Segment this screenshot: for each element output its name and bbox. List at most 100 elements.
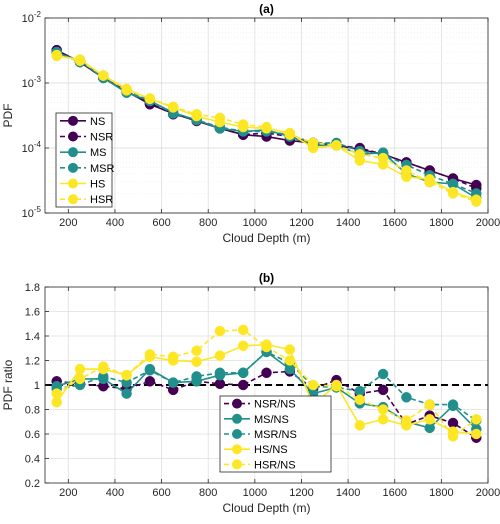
data-point: [447, 431, 459, 442]
data-point: [401, 165, 412, 176]
legend-item: NS: [60, 115, 105, 128]
legend-label: HSR/NS: [254, 459, 296, 471]
y-tick-label: 0.8: [25, 405, 40, 417]
data-point: [447, 188, 459, 199]
legend-item: HS/NS: [224, 444, 288, 456]
data-point: [144, 365, 156, 376]
legend-marker: [68, 131, 78, 142]
y-tick-label: 10-2: [22, 10, 42, 25]
legend-marker: [232, 413, 242, 424]
data-point: [447, 399, 459, 410]
x-tick-label: 1200: [289, 217, 313, 229]
data-point: [424, 399, 435, 410]
x-tick-label: 1400: [336, 487, 360, 499]
y-axis-label: PDF ratio: [1, 359, 15, 410]
y-tick-label: 0.6: [25, 429, 40, 441]
data-point: [191, 109, 202, 120]
y-tick-base: 10: [22, 143, 34, 155]
legend-label: MS/NS: [254, 414, 289, 426]
data-point: [98, 361, 109, 372]
data-point: [377, 414, 389, 425]
data-point: [261, 341, 272, 353]
axes-box: [44, 17, 489, 214]
y-tick-label: 1.4: [25, 331, 40, 343]
x-tick-label: 200: [59, 217, 77, 229]
data-point: [261, 121, 272, 133]
x-tick-label: 800: [199, 487, 217, 499]
data-point: [191, 371, 202, 382]
plot-area: [45, 18, 488, 213]
data-point: [424, 414, 435, 425]
x-tick-label: 1000: [243, 487, 267, 499]
y-tick-label: 0.2: [25, 478, 40, 490]
x-tick-label: 1600: [382, 487, 406, 499]
legend: NS NSR MS MSR HS HSR: [55, 112, 115, 208]
data-point: [424, 176, 435, 188]
legend-item: HS: [60, 178, 105, 191]
data-point: [377, 404, 389, 415]
data-point: [74, 55, 86, 66]
x-tick-label: 1800: [429, 487, 453, 499]
data-point: [51, 49, 62, 61]
legend-label: HS/NS: [254, 444, 288, 456]
y-tick-label: 0.4: [25, 454, 40, 466]
data-point: [214, 325, 226, 337]
data-point: [167, 377, 179, 388]
legend-item: NSR: [60, 131, 113, 144]
data-point: [121, 85, 132, 96]
legend-box: [55, 112, 113, 208]
x-tick-label: 1000: [243, 217, 267, 229]
data-point: [354, 394, 366, 405]
legend-label: NS: [90, 116, 105, 128]
data-point: [191, 345, 202, 356]
legend-marker: [68, 147, 78, 158]
y-tick-base: 10: [22, 208, 34, 220]
data-point: [74, 373, 86, 385]
x-tick-label: 1800: [429, 217, 453, 229]
y-tick-label: 1.2: [25, 356, 40, 368]
data-point: [167, 351, 179, 363]
data-point: [354, 149, 366, 160]
data-point: [214, 112, 226, 124]
x-tick-label: 400: [106, 487, 124, 499]
legend-label: NSR: [90, 132, 113, 144]
y-tick-exponent: -2: [34, 10, 42, 19]
legend-marker: [232, 429, 242, 439]
data-point: [214, 367, 226, 379]
y-tick-label: 1: [34, 380, 40, 392]
x-tick-label: 2000: [476, 217, 500, 229]
data-point: [51, 388, 62, 399]
data-point: [237, 367, 249, 379]
data-point: [471, 428, 482, 440]
data-point: [331, 380, 342, 392]
data-point: [377, 368, 389, 380]
y-tick-label: 1.6: [25, 307, 40, 319]
data-point: [144, 349, 156, 360]
data-point: [237, 379, 249, 391]
data-point: [214, 350, 226, 361]
x-tick-label: 600: [152, 217, 170, 229]
series-group: [51, 324, 482, 443]
data-point: [401, 392, 412, 403]
legend-label: HS: [90, 179, 105, 191]
data-point: [191, 356, 202, 367]
data-point: [261, 367, 272, 379]
legend-item: MS/NS: [224, 413, 289, 426]
data-point: [401, 415, 412, 426]
y-tick-exponent: -3: [34, 75, 42, 84]
legend-marker: [232, 444, 242, 455]
data-point: [331, 140, 342, 151]
legend-marker: [232, 398, 242, 409]
x-tick-label: 400: [106, 217, 124, 229]
x-tick-label: 200: [59, 487, 77, 499]
legend-label: MSR/NS: [254, 429, 297, 441]
data-point: [144, 93, 156, 104]
y-axis-label: PDF: [1, 104, 15, 128]
data-point: [237, 340, 249, 352]
x-tick-label: 600: [152, 487, 170, 499]
y-tick-label: 10-4: [22, 140, 42, 155]
data-point: [307, 379, 319, 391]
y-tick-base: 10: [22, 13, 34, 25]
data-point: [307, 137, 319, 149]
